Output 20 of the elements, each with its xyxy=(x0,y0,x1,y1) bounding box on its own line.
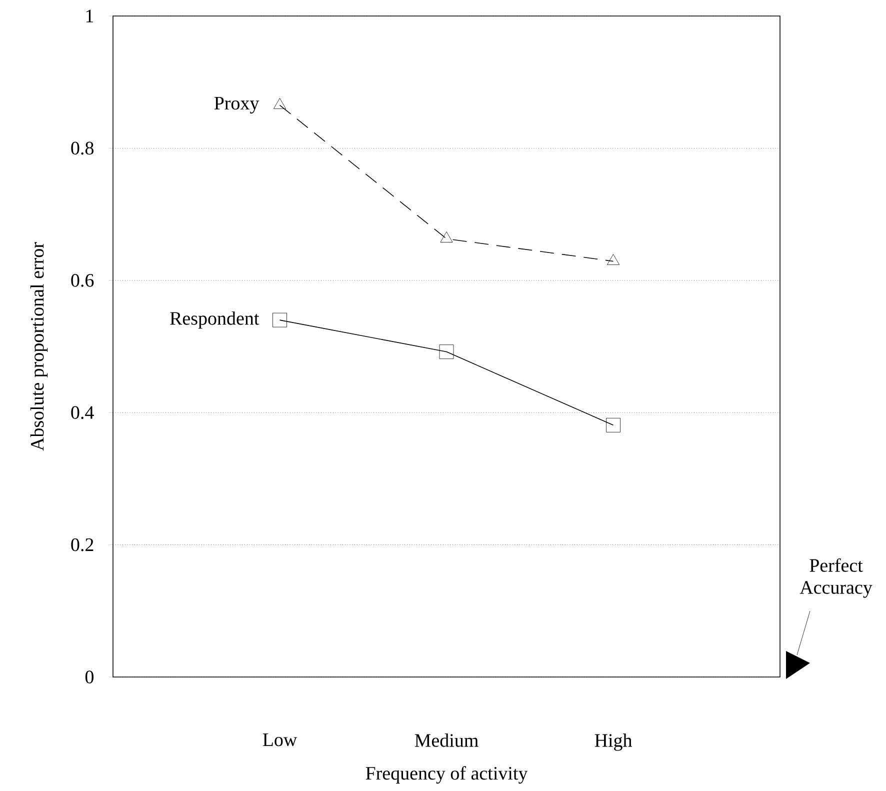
y-tick-label: 0.8 xyxy=(71,142,94,155)
y-tick-label: 1 xyxy=(86,10,94,22)
point xyxy=(272,312,287,328)
y-axis-title: Absolute proportional error xyxy=(30,242,48,451)
y-tick-label: 0.4 xyxy=(71,406,94,420)
x-tick-label: Low xyxy=(262,734,298,746)
point xyxy=(440,232,453,242)
point xyxy=(606,254,620,265)
y-tick-label: 0.6 xyxy=(71,274,94,287)
series-label: Proxy xyxy=(214,96,260,114)
x-tick-label: High xyxy=(594,734,632,751)
x-tick-label: Medium xyxy=(414,734,478,747)
point xyxy=(439,344,454,359)
y-tick-label: 0.2 xyxy=(71,538,94,552)
point xyxy=(606,418,620,432)
point xyxy=(273,98,286,109)
text: Perfect Accuracy xyxy=(800,558,872,598)
series-label: Respondent xyxy=(170,311,260,329)
y-tick-label: 0 xyxy=(85,670,94,684)
x-axis-title: Frequency of activity xyxy=(366,766,528,784)
